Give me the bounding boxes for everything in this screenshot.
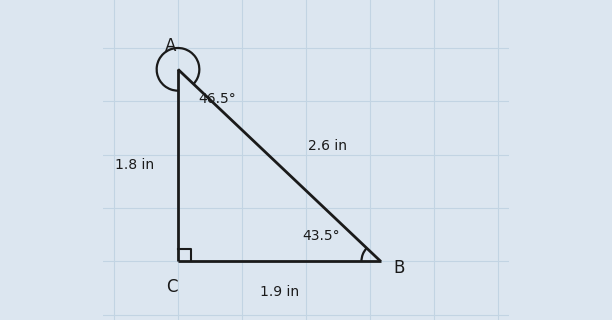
- Text: 43.5°: 43.5°: [302, 229, 340, 243]
- Text: 1.9 in: 1.9 in: [259, 285, 299, 299]
- Text: C: C: [166, 278, 177, 296]
- Text: 46.5°: 46.5°: [198, 92, 236, 106]
- Text: 1.8 in: 1.8 in: [116, 158, 155, 172]
- Text: A: A: [165, 37, 176, 55]
- Text: B: B: [394, 259, 405, 277]
- Text: 2.6 in: 2.6 in: [308, 139, 347, 153]
